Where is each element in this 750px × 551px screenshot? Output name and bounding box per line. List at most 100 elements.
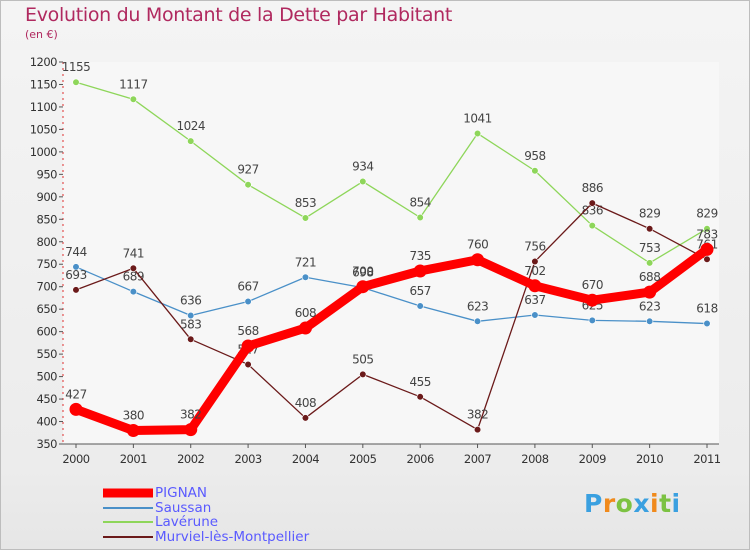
- data-point-murviel-l-s-montpellier: [244, 360, 252, 369]
- y-tick-label: 650: [37, 302, 58, 316]
- data-label-murviel-l-s-montpellier: 382: [467, 408, 488, 422]
- chart-subtitle: (en €): [25, 28, 58, 41]
- data-label-lav-rune: 753: [639, 241, 660, 255]
- data-label-pignan: 608: [295, 306, 316, 320]
- logo-letter: o: [615, 489, 634, 518]
- data-label-saussan: 667: [237, 280, 258, 294]
- data-point-lav-rune: [244, 181, 252, 189]
- data-point-lav-rune: [301, 214, 310, 222]
- logo-letter: r: [602, 489, 616, 518]
- data-label-lav-rune: 853: [295, 196, 316, 210]
- logo-letter: i: [671, 489, 681, 518]
- data-label-lav-rune: 934: [352, 160, 373, 174]
- x-tick-label: 2010: [636, 452, 663, 466]
- y-tick-label: 1200: [30, 55, 57, 69]
- data-point-lav-rune: [187, 137, 195, 145]
- data-point-pignan: [585, 293, 599, 307]
- data-label-pignan: 735: [409, 249, 430, 263]
- data-point-lav-rune: [588, 221, 596, 230]
- data-label-lav-rune: 1155: [62, 60, 91, 74]
- data-label-murviel-l-s-montpellier: 741: [123, 246, 144, 260]
- data-point-murviel-l-s-montpellier: [187, 335, 195, 343]
- y-tick-label: 900: [37, 190, 58, 204]
- data-label-lav-rune: 1024: [176, 119, 205, 133]
- data-point-saussan: [473, 317, 482, 325]
- logo-letter: t: [659, 489, 672, 518]
- data-label-saussan: 689: [123, 270, 144, 284]
- x-tick-label: 2005: [349, 452, 376, 466]
- data-label-murviel-l-s-montpellier: 505: [352, 352, 373, 366]
- data-point-saussan: [416, 302, 424, 310]
- data-point-saussan: [129, 288, 137, 296]
- data-point-murviel-l-s-montpellier: [531, 257, 539, 266]
- data-point-murviel-l-s-montpellier: [703, 255, 711, 263]
- data-label-lav-rune: 1041: [463, 111, 492, 125]
- y-tick-label: 1150: [30, 77, 57, 91]
- data-point-lav-rune: [703, 225, 711, 233]
- data-label-pignan: 760: [467, 238, 488, 252]
- y-tick-label: 850: [37, 212, 58, 226]
- data-label-pignan: 688: [639, 270, 660, 284]
- data-label-pignan: 382: [180, 408, 201, 422]
- x-tick-label: 2003: [234, 452, 261, 466]
- y-tick-label: 750: [37, 257, 58, 271]
- x-tick-label: 2004: [292, 452, 319, 466]
- x-tick-label: 2007: [464, 452, 491, 466]
- data-point-saussan: [703, 319, 711, 328]
- legend-label: Saussan: [155, 499, 212, 516]
- data-label-saussan: 637: [524, 293, 545, 307]
- y-tick-label: 550: [37, 347, 58, 361]
- legend-swatch: [103, 535, 153, 538]
- y-tick-label: 1000: [30, 145, 57, 159]
- data-label-lav-rune: 927: [237, 163, 258, 177]
- data-label-pignan: 702: [524, 264, 545, 278]
- data-label-lav-rune: 836: [582, 204, 603, 218]
- data-label-pignan: 380: [123, 409, 144, 423]
- x-tick-label: 2011: [693, 452, 720, 466]
- y-tick-label: 500: [37, 370, 58, 384]
- data-point-pignan: [126, 424, 140, 438]
- data-label-pignan: 568: [237, 324, 258, 338]
- y-tick-label: 400: [37, 415, 58, 429]
- data-label-saussan: 657: [409, 284, 430, 298]
- data-point-saussan: [244, 297, 252, 306]
- data-point-pignan: [298, 321, 312, 335]
- data-point-pignan: [69, 402, 83, 416]
- y-tick-label: 700: [37, 280, 58, 294]
- data-label-murviel-l-s-montpellier: 756: [524, 240, 545, 254]
- data-label-saussan: 618: [696, 302, 717, 316]
- data-point-lav-rune: [416, 213, 424, 222]
- data-label-murviel-l-s-montpellier: 583: [180, 317, 201, 331]
- data-label-lav-rune: 958: [524, 149, 545, 163]
- data-label-murviel-l-s-montpellier: 693: [65, 268, 86, 282]
- data-point-pignan: [528, 279, 542, 293]
- legend-swatch: [103, 521, 153, 524]
- series-line-lav-rune: [75, 81, 708, 264]
- y-tick-label: 1100: [30, 100, 57, 114]
- data-point-saussan: [646, 317, 654, 325]
- y-tick-label: 350: [37, 437, 58, 451]
- logo-letter: P: [584, 489, 603, 518]
- legend-label: PIGNAN: [155, 485, 208, 501]
- logo-letter: x: [633, 489, 650, 518]
- data-label-lav-rune: 1117: [119, 77, 148, 91]
- series-line-murviel-l-s-montpellier: [75, 202, 708, 431]
- data-point-saussan: [301, 273, 310, 281]
- x-tick-label: 2006: [407, 452, 434, 466]
- data-point-pignan: [356, 280, 370, 294]
- proxiti-logo: Proxiti: [584, 489, 681, 518]
- data-point-murviel-l-s-montpellier: [473, 426, 482, 434]
- data-label-saussan: 636: [180, 293, 201, 307]
- legend-label: Lavérune: [155, 514, 219, 530]
- data-label-saussan: 721: [295, 255, 316, 269]
- data-point-saussan: [588, 316, 596, 325]
- legend-label: Murviel-lès-Montpellier: [155, 528, 310, 545]
- data-point-murviel-l-s-montpellier: [588, 199, 596, 207]
- y-tick-label: 800: [37, 235, 58, 249]
- y-tick-label: 450: [37, 392, 58, 406]
- data-point-murviel-l-s-montpellier: [416, 393, 424, 401]
- chart-title: Evolution du Montant de la Dette par Hab…: [25, 4, 453, 26]
- data-point-murviel-l-s-montpellier: [129, 264, 137, 272]
